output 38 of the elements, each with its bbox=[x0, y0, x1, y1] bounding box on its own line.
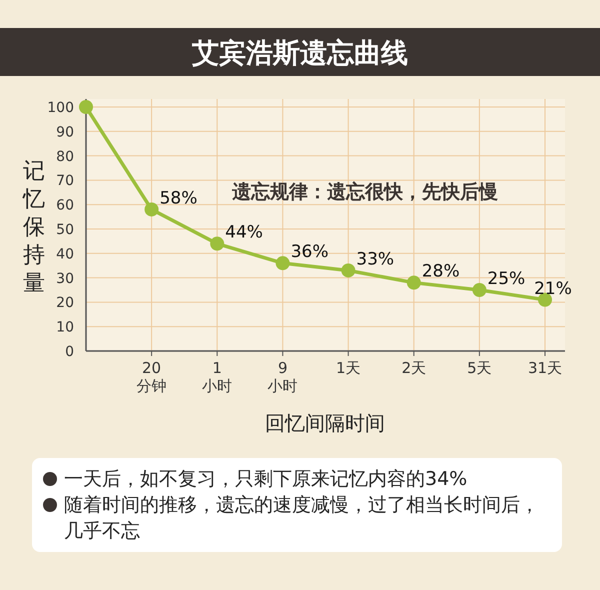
point bbox=[341, 263, 356, 278]
y-tick-label: 30 bbox=[56, 270, 74, 287]
y-tick-label: 0 bbox=[65, 344, 74, 360]
data-label: 44% bbox=[225, 222, 263, 243]
x-tick-label: 31天 bbox=[528, 359, 562, 377]
x-tick-label: 2天 bbox=[402, 359, 426, 377]
x-tick-label: 1 小时 bbox=[202, 359, 232, 395]
y-tick-label: 100 bbox=[47, 100, 74, 116]
x-tick-label: 9 小时 bbox=[268, 359, 298, 395]
y-tick-label: 40 bbox=[56, 246, 74, 262]
y-tick-label: 10 bbox=[56, 320, 74, 336]
y-tick-label: 80 bbox=[56, 148, 74, 165]
data-label: 58% bbox=[160, 188, 198, 208]
x-tick-label: 20 分钟 bbox=[136, 359, 167, 395]
data-label: 36% bbox=[290, 242, 329, 262]
point bbox=[276, 256, 290, 270]
y-tick-label: 70 bbox=[56, 173, 74, 190]
y-tick-label: 60 bbox=[56, 198, 74, 214]
point bbox=[144, 202, 159, 216]
data-label: 25% bbox=[487, 269, 526, 289]
data-label: 33% bbox=[356, 249, 394, 270]
y-tick-label: 20 bbox=[56, 295, 74, 312]
y-axis-title: 记忆保持量 bbox=[22, 159, 45, 296]
point bbox=[79, 100, 93, 114]
text: 一天后，如不复习，只剩下原来记忆内容的34% bbox=[64, 467, 468, 492]
point bbox=[472, 283, 486, 297]
text: 随着时间的推移，遗忘的速度减慢，过了相当长时间后，几乎不忘 bbox=[64, 493, 540, 544]
y-tick-label: 50 bbox=[56, 222, 74, 238]
chart-title: 艾宾浩斯遗忘曲线 bbox=[191, 38, 408, 69]
x-tick-label: 1天 bbox=[336, 359, 361, 377]
y-tick-label: 90 bbox=[56, 124, 74, 140]
point bbox=[406, 276, 421, 290]
x-tick-label: 5天 bbox=[467, 359, 492, 377]
x-axis-title: 回忆间隔时间 bbox=[265, 411, 385, 435]
data-label: 28% bbox=[422, 262, 460, 282]
point bbox=[210, 236, 224, 251]
data-label: 21% bbox=[534, 278, 572, 299]
annotation: 遗忘规律：遗忘很快，先快后慢 bbox=[231, 181, 498, 203]
